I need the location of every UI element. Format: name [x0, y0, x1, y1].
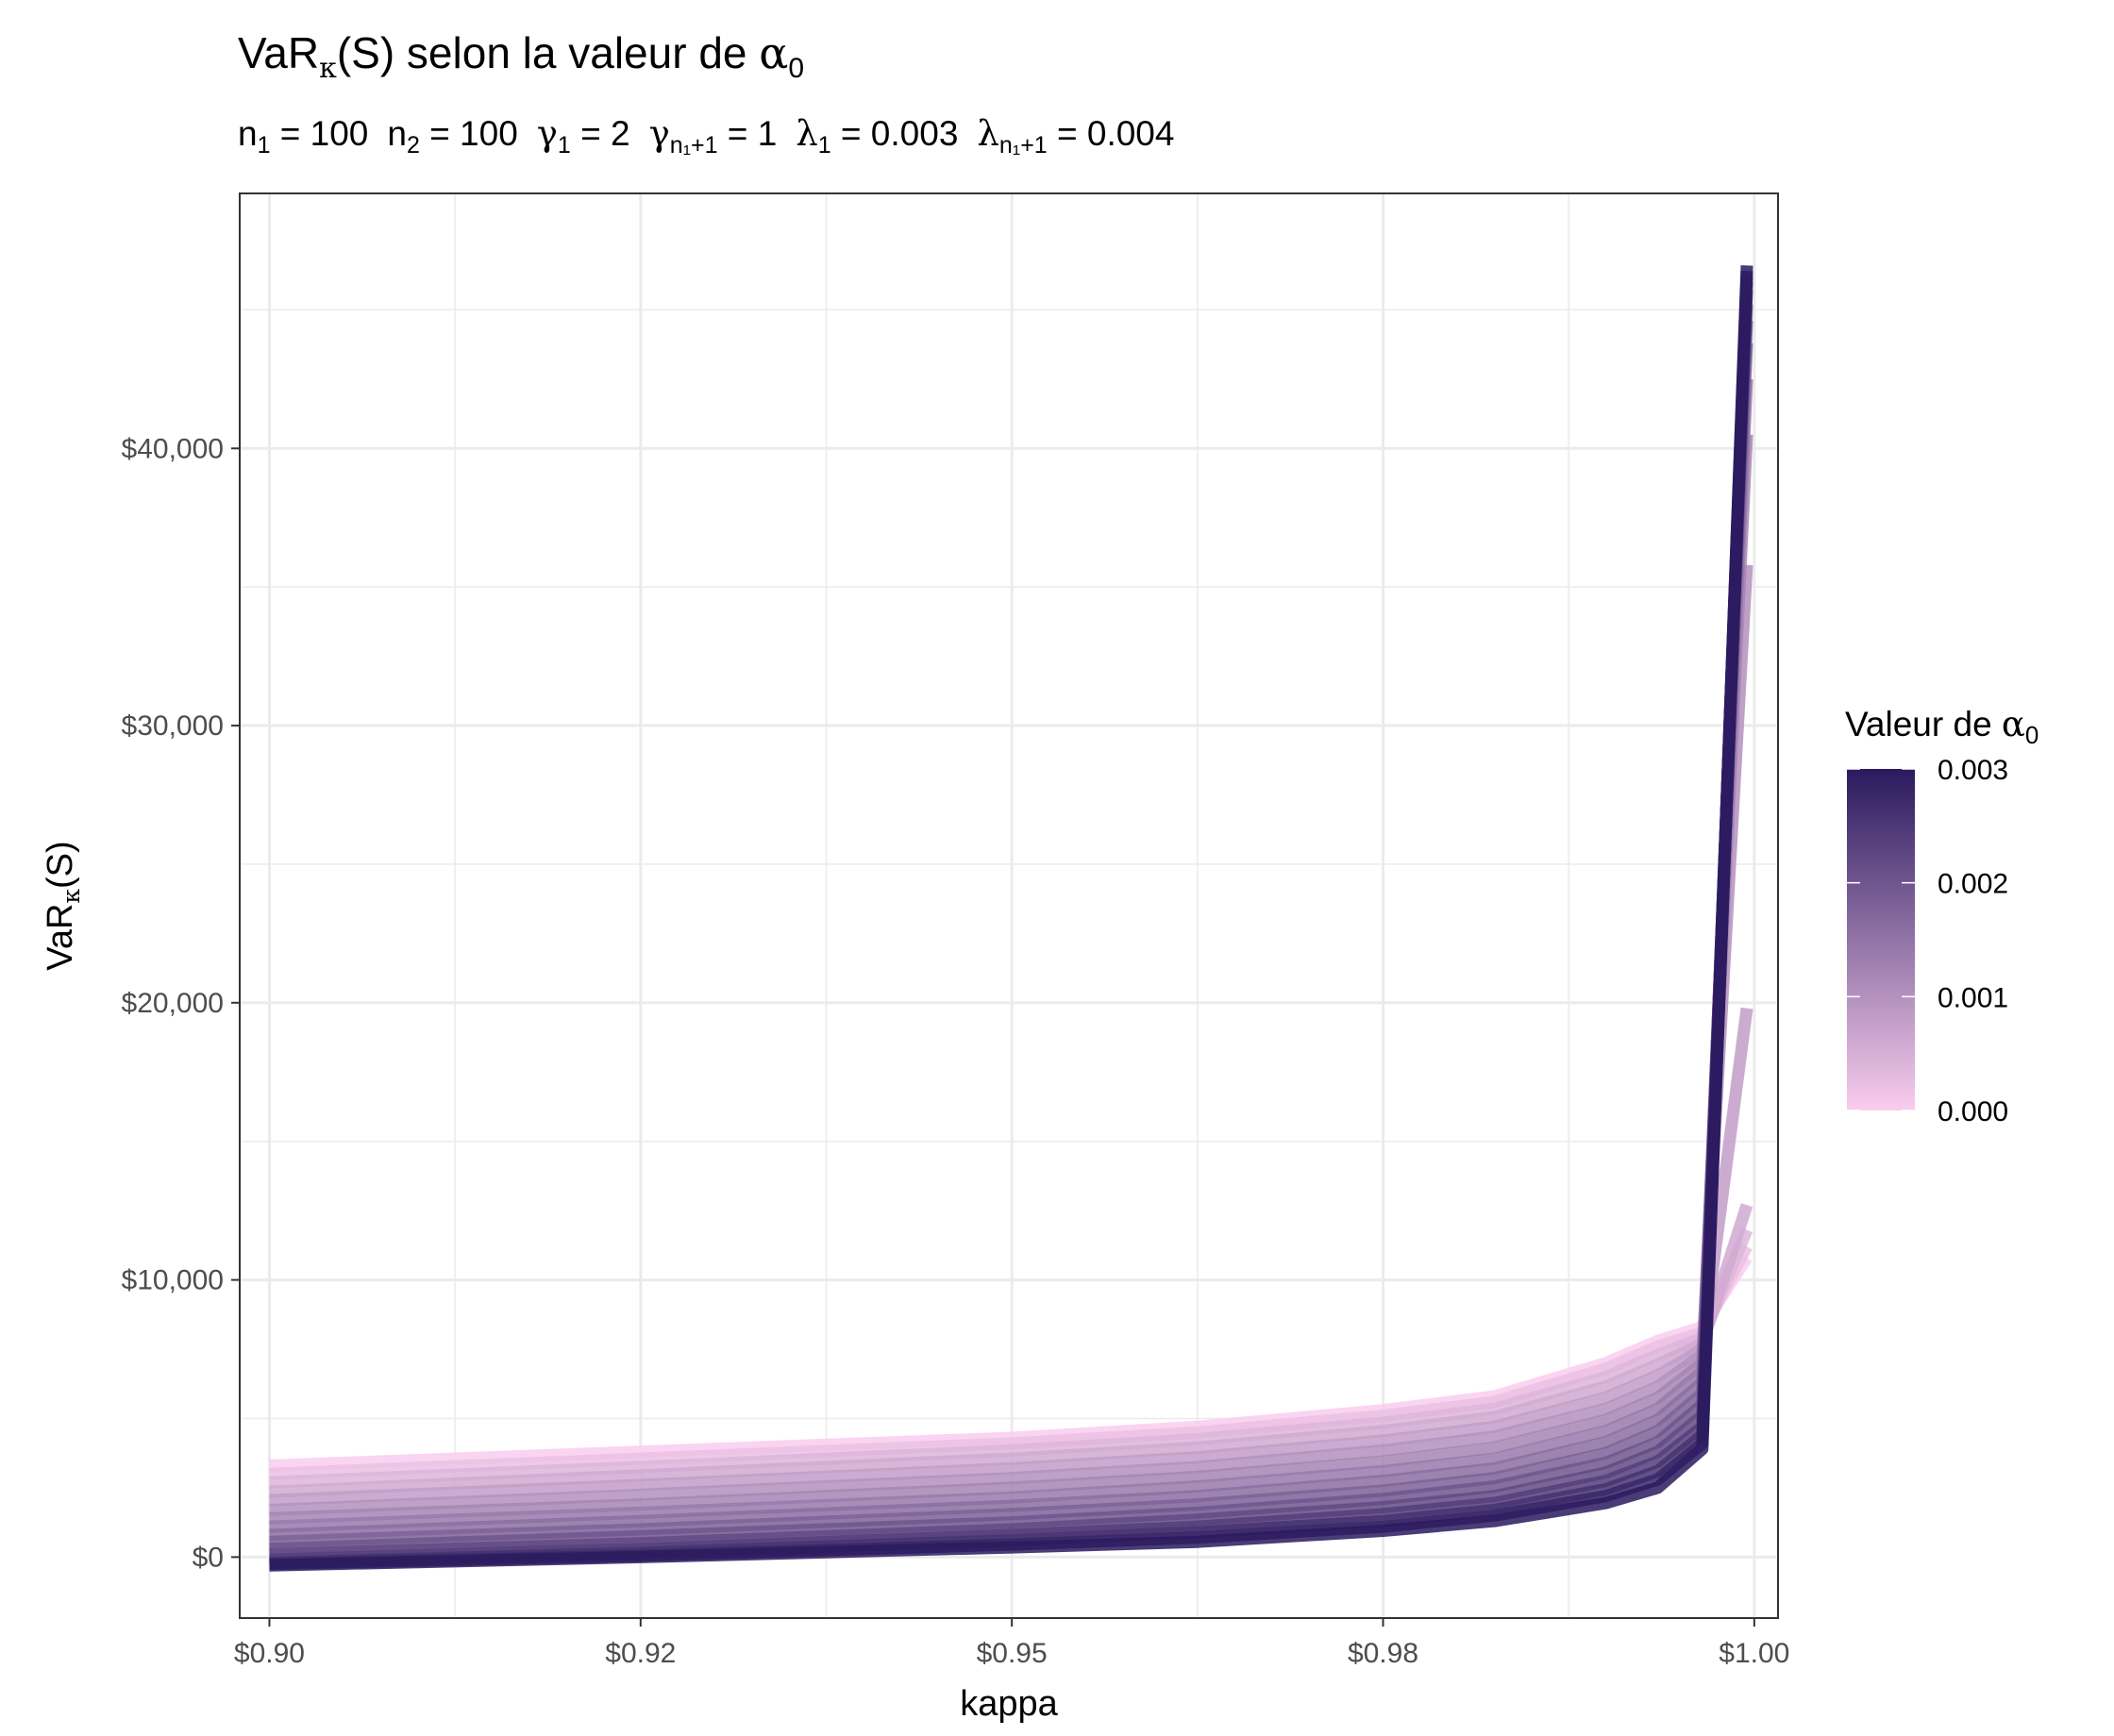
x-tick-label: $0.95 — [977, 1638, 1048, 1669]
legend-colorbar — [1847, 769, 1915, 1110]
y-tick-label: $40,000 — [122, 433, 224, 464]
series-lines — [269, 265, 1753, 1572]
axes: $0.90 $0.92 $0.95 $0.98 $1.00 $0 $10,000 $20,00… — [122, 433, 1790, 1669]
y-tick-label: $10,000 — [122, 1265, 224, 1296]
legend-tick-label: 0.003 — [1938, 755, 2008, 786]
legend: Valeur de α0 0.003 0.002 0.001 0.000 — [1845, 704, 2038, 1127]
y-axis-title: VaRκ(S) — [41, 841, 85, 970]
series-line — [269, 378, 1753, 1533]
legend-title: Valeur de α0 — [1845, 704, 2038, 749]
series-line — [269, 342, 1753, 1542]
legend-tick-label: 0.001 — [1938, 982, 2008, 1013]
series-line — [269, 434, 1753, 1525]
series-line — [269, 1007, 1753, 1507]
x-axis-title: kappa — [960, 1684, 1058, 1724]
x-tick-label: $0.92 — [605, 1638, 676, 1669]
chart-title: VaRκ(S) selon la valeur de α0 — [238, 27, 804, 85]
x-tick-label: $0.90 — [234, 1638, 305, 1669]
legend-tick-label: 0.002 — [1938, 869, 2008, 900]
chart-subtitle: n1 = 100 n2 = 100 γ1 = 2 γn₁+1 = 1 λ1 = 0.00… — [238, 113, 1174, 159]
plot-panel — [240, 193, 1778, 1618]
y-tick-label: $0 — [193, 1542, 224, 1573]
y-tick-label: $30,000 — [122, 710, 224, 742]
legend-tick-label: 0.000 — [1938, 1096, 2008, 1127]
x-tick-label: $1.00 — [1719, 1638, 1789, 1669]
series-line — [269, 1227, 1753, 1489]
series-line — [269, 320, 1753, 1548]
series-line — [269, 564, 1753, 1516]
series-line — [269, 1244, 1753, 1480]
x-tick-label: $0.98 — [1348, 1638, 1418, 1669]
y-tick-label: $20,000 — [122, 988, 224, 1019]
plot-border — [239, 192, 1779, 1619]
grid — [240, 193, 1778, 1618]
series-line — [269, 265, 1753, 1572]
series-line — [269, 304, 1753, 1556]
series-line — [269, 1203, 1753, 1498]
